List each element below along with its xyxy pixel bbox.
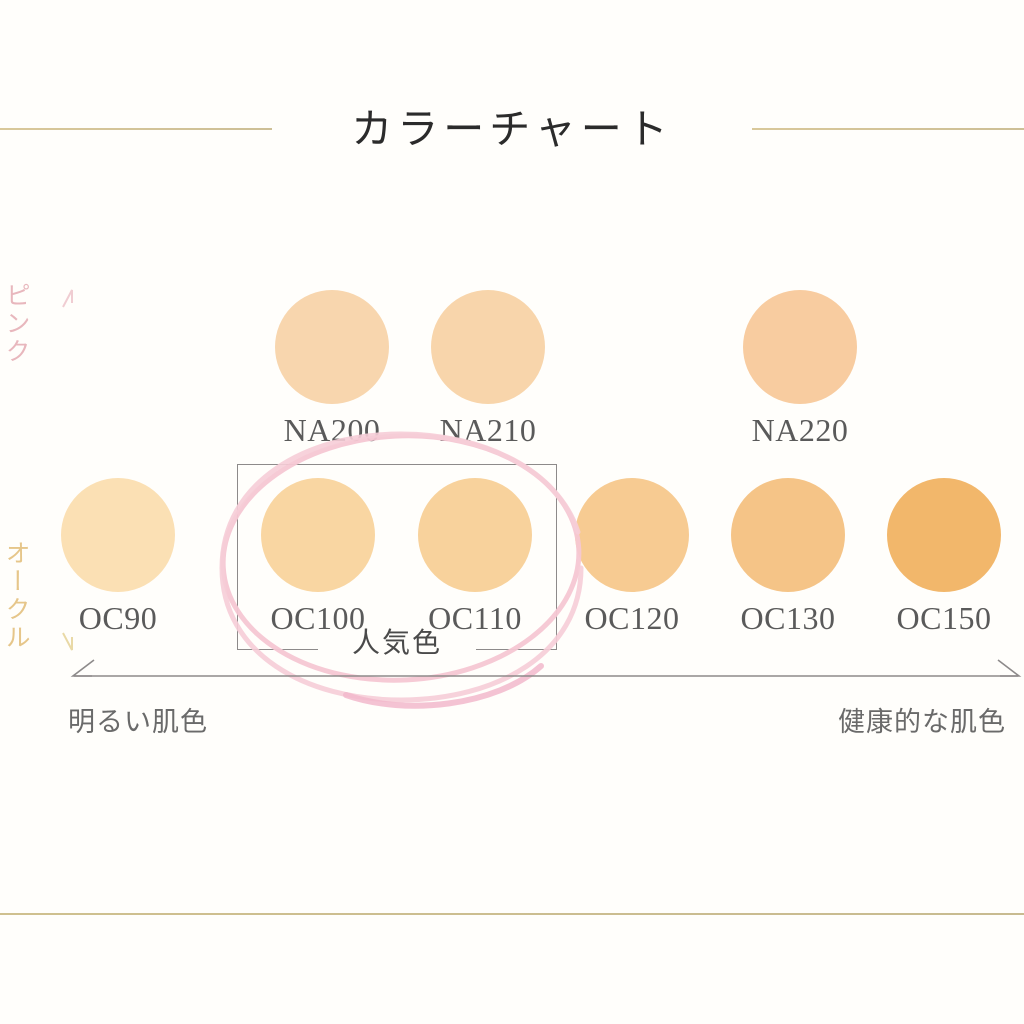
swatch-label-na220: NA220	[751, 412, 849, 448]
swatch-label-oc120: OC120	[584, 600, 680, 636]
swatch-color-oc150	[887, 478, 1001, 592]
title-rule-right	[752, 128, 1024, 130]
swatch-oc120[interactable]: OC120	[554, 478, 710, 637]
title-rule-left	[0, 128, 272, 130]
swatch-oc90[interactable]: OC90	[40, 478, 196, 637]
swatch-color-na220	[743, 290, 857, 404]
swatch-color-oc120	[575, 478, 689, 592]
swatch-oc100[interactable]: OC100	[240, 478, 396, 637]
swatch-label-oc130: OC130	[740, 600, 836, 636]
axis-label-healthy-skin: 健康的な肌色	[838, 707, 1006, 738]
swatch-color-na200	[275, 290, 389, 404]
swatch-color-oc90	[61, 478, 175, 592]
chart-header: カラーチャート	[0, 96, 1024, 168]
swatch-label-oc150: OC150	[896, 600, 992, 636]
axis-label-pink: ピンク	[2, 282, 31, 366]
page-title: カラーチャート	[351, 105, 673, 153]
swatch-na210[interactable]: NA210	[410, 290, 566, 449]
swatch-color-oc130	[731, 478, 845, 592]
axis-label-ochre: オークル	[2, 540, 31, 652]
swatch-label-na210: NA210	[439, 412, 537, 448]
horizontal-axis	[66, 654, 1024, 690]
swatch-label-oc90: OC90	[78, 600, 158, 636]
swatch-oc150[interactable]: OC150	[866, 478, 1022, 637]
swatch-oc130[interactable]: OC130	[710, 478, 866, 637]
swatch-color-oc100	[261, 478, 375, 592]
swatch-color-oc110	[418, 478, 532, 592]
vertical-axis	[56, 285, 80, 655]
axis-label-light-skin: 明るい肌色	[68, 707, 208, 738]
swatch-na200[interactable]: NA200	[254, 290, 410, 449]
footer-rule	[0, 913, 1024, 915]
swatch-color-na210	[431, 290, 545, 404]
swatch-oc110[interactable]: OC110	[397, 478, 553, 637]
swatch-na220[interactable]: NA220	[722, 290, 878, 449]
swatch-label-na200: NA200	[283, 412, 381, 448]
